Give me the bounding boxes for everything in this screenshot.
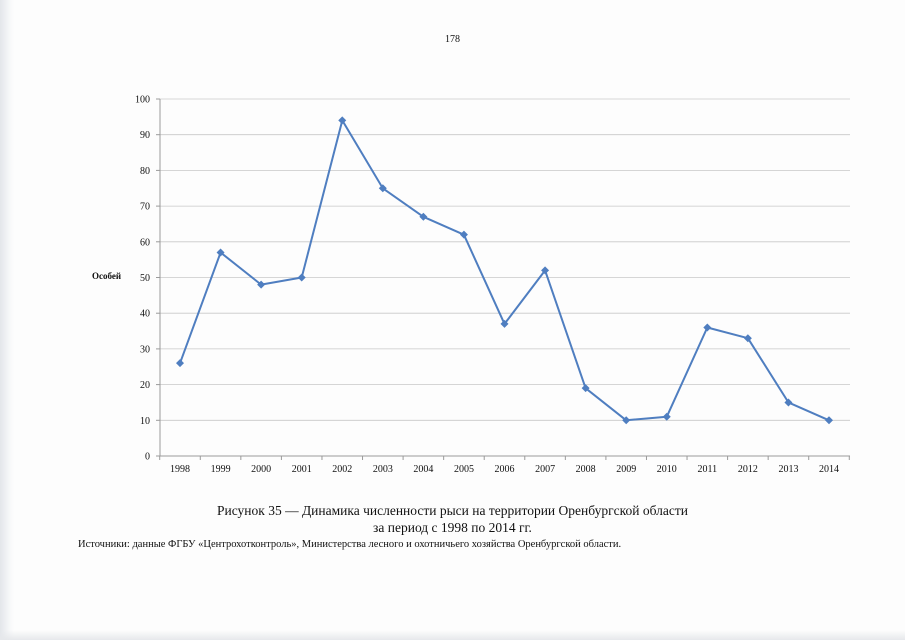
data-point-2005 xyxy=(459,230,468,239)
x-tick-label-2002: 2002 xyxy=(332,464,352,475)
data-point-2010 xyxy=(662,412,671,421)
data-point-2006 xyxy=(500,319,509,328)
data-point-2014 xyxy=(825,416,833,425)
y-tick-label-40: 40 xyxy=(140,309,150,320)
y-tick-label-0: 0 xyxy=(145,452,150,463)
y-tick-label-30: 30 xyxy=(140,344,150,355)
x-tick-label-1999: 1999 xyxy=(211,464,231,475)
scan-shadow-left xyxy=(0,0,14,640)
data-point-2003 xyxy=(378,184,387,193)
caption-line-1: Рисунок 35 — Динамика численности рыси н… xyxy=(217,503,688,518)
data-point-2007 xyxy=(541,266,550,275)
x-tick-label-2012: 2012 xyxy=(738,464,758,475)
y-tick-label-70: 70 xyxy=(140,202,150,213)
scan-shadow-bottom xyxy=(0,630,905,640)
y-tick-label-20: 20 xyxy=(140,380,150,391)
data-point-2012 xyxy=(743,334,752,343)
x-tick-label-2010: 2010 xyxy=(657,464,677,475)
x-tick-label-2008: 2008 xyxy=(576,464,596,475)
x-tick-label-2009: 2009 xyxy=(616,464,636,475)
series-line-0 xyxy=(179,119,830,422)
data-point-2001 xyxy=(297,273,306,282)
x-tick-label-1998: 1998 xyxy=(170,464,190,475)
data-point-2004 xyxy=(419,212,428,221)
x-tick-label-2001: 2001 xyxy=(292,464,312,475)
data-point-2002 xyxy=(338,116,347,125)
data-point-2000 xyxy=(257,280,266,289)
data-point-1998 xyxy=(176,359,184,368)
data-point-2008 xyxy=(581,384,590,393)
y-tick-label-10: 10 xyxy=(140,416,150,427)
y-tick-label-100: 100 xyxy=(135,95,150,106)
sources-note: Источники: данные ФГБУ «Центрохотконтрол… xyxy=(78,539,622,550)
x-tick-label-2007: 2007 xyxy=(535,464,555,475)
data-point-2009 xyxy=(622,416,631,425)
x-tick-label-2006: 2006 xyxy=(495,464,515,475)
x-tick-label-2013: 2013 xyxy=(778,464,798,475)
data-point-2013 xyxy=(784,398,793,407)
x-tick-label-2011: 2011 xyxy=(697,464,717,475)
x-tick-label-2004: 2004 xyxy=(413,464,433,475)
x-tick-label-2014: 2014 xyxy=(819,464,839,475)
x-tick-label-2000: 2000 xyxy=(251,464,271,475)
y-tick-label-60: 60 xyxy=(140,237,150,248)
y-tick-label-80: 80 xyxy=(140,166,150,177)
figure-caption: Рисунок 35 — Динамика численности рыси н… xyxy=(0,502,905,536)
x-tick-label-2003: 2003 xyxy=(373,464,393,475)
y-axis-label: Особей xyxy=(92,271,122,281)
y-tick-label-50: 50 xyxy=(140,273,150,284)
caption-line-2: за период с 1998 по 2014 гг. xyxy=(373,520,532,535)
data-point-1999 xyxy=(216,248,225,257)
y-tick-label-90: 90 xyxy=(140,130,150,141)
x-tick-label-2005: 2005 xyxy=(454,464,474,475)
page-number: 178 xyxy=(445,34,460,45)
data-point-2011 xyxy=(703,323,712,332)
